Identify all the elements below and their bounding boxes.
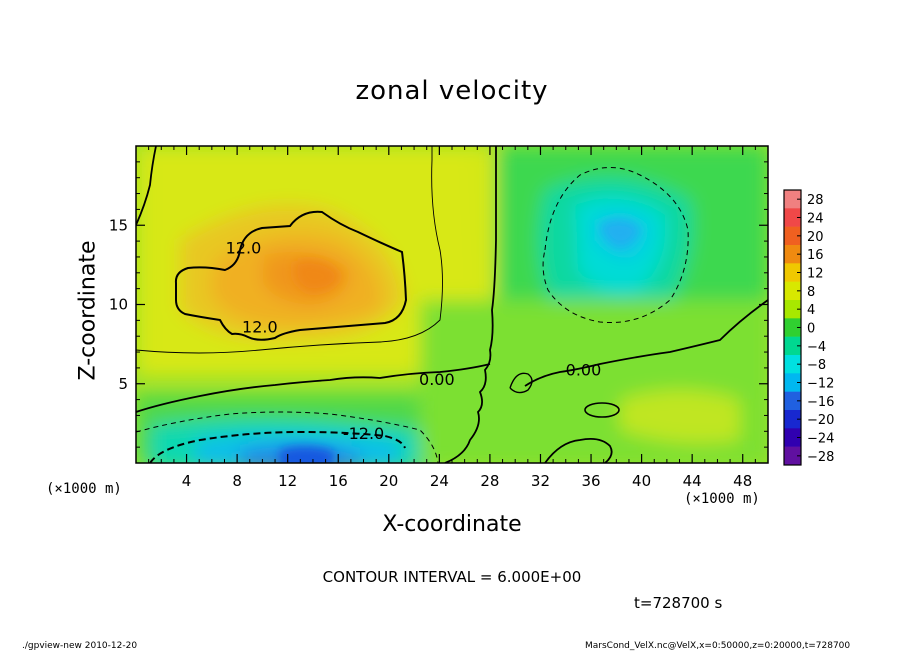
y-tick-label: 10: [109, 296, 128, 314]
colorbar-swatch: [784, 208, 801, 227]
contour-0-right: [524, 299, 768, 387]
colorbar-swatch: [784, 263, 801, 282]
y-tick-label: 15: [109, 216, 128, 234]
colorbar-swatch: [784, 336, 801, 356]
contour-0-left: [136, 363, 491, 413]
y-axis-label: Z-coordinate: [75, 240, 101, 381]
colorbar-label: −16: [807, 395, 834, 410]
colorbar-label: 0: [807, 322, 815, 337]
colorbar-swatch: [784, 318, 801, 337]
colorbar-label: 16: [807, 248, 824, 263]
x-axis-unit-left: (×1000 m): [46, 481, 122, 497]
contour-0-ring: [584, 402, 620, 418]
x-axis-unit-right: (×1000 m): [684, 491, 760, 507]
colorbar-label: 28: [807, 193, 824, 208]
x-tick-label: 36: [581, 472, 600, 490]
contour-0-upper-left: [136, 146, 157, 226]
contour-lines: [136, 146, 768, 463]
colorbar-label: −24: [807, 432, 834, 447]
y-axis: 5 10 15: [109, 161, 768, 448]
colorbar-swatch: [784, 446, 801, 466]
x-tick-label: 8: [232, 472, 242, 490]
contour-label: -12.0: [343, 424, 384, 443]
time-stamp: t=728700 s: [634, 594, 723, 612]
chart-title: zonal velocity: [355, 76, 549, 106]
colorbar-label: 20: [807, 230, 824, 245]
footer-source: MarsCond_VelX.nc@VelX,x=0:50000,z=0:2000…: [585, 641, 851, 651]
x-tick-label: 32: [531, 472, 550, 490]
contour-label: 0.00: [566, 360, 602, 379]
colorbar-label: −12: [807, 377, 834, 392]
colorbar: 28 24 20 16 12 8 4 0 −4 −8 −12 −16 −20 −24 −28: [783, 189, 834, 466]
contour-label: 12.0: [226, 238, 262, 257]
colorbar-label: −28: [807, 450, 834, 465]
colorbar-label: −8: [807, 358, 826, 373]
contour-neg12-dashed: [149, 430, 406, 463]
x-tick-label: 48: [733, 472, 752, 490]
contour-neg6-dashed-right: [542, 167, 689, 324]
contour-labels: 12.0 12.0 0.00 0.00 -12.0: [226, 238, 602, 442]
x-tick-label: 16: [329, 472, 348, 490]
colorbar-swatch: [784, 355, 801, 374]
colorbar-swatch: [784, 281, 801, 301]
colorbar-swatch: [784, 190, 801, 209]
x-tick-label: 12: [278, 472, 297, 490]
contour-interval-text: CONTOUR INTERVAL = 6.000E+00: [322, 568, 582, 586]
colorbar-swatch: [784, 410, 801, 429]
contour-0-squiggle: [509, 372, 533, 394]
velocity-field: [136, 146, 768, 463]
contour-12-positive: [174, 210, 408, 341]
colorbar-swatch: [784, 391, 801, 411]
x-axis-label: X-coordinate: [382, 512, 522, 537]
contour-label: 0.00: [419, 370, 455, 389]
contour-0-center: [444, 146, 497, 463]
contour-label: 12.0: [242, 318, 278, 337]
footer-program: ./gpview-new 2010-12-20: [22, 641, 138, 651]
x-tick-label: 4: [182, 472, 192, 490]
x-tick-label: 24: [430, 472, 449, 490]
colorbar-swatch: [784, 245, 801, 264]
x-tick-label: 44: [683, 472, 702, 490]
colorbar-label: 12: [807, 267, 824, 282]
contour-neg6-dashed-left: [136, 411, 439, 463]
colorbar-label: −4: [807, 340, 826, 355]
colorbar-label: −20: [807, 413, 834, 428]
colorbar-swatch: [784, 226, 801, 246]
colorbar-label: 8: [807, 285, 815, 300]
y-tick-label: 5: [118, 375, 128, 393]
colorbar-label: 24: [807, 212, 824, 227]
colorbar-label: 4: [807, 303, 815, 318]
colorbar-swatch: [784, 373, 801, 392]
x-tick-label: 40: [632, 472, 651, 490]
colorbar-swatch: [784, 300, 801, 319]
colorbar-swatch: [784, 428, 801, 447]
x-axis: 4 8 12 16 20 24 28 32 36 40 44 48: [148, 146, 756, 490]
x-tick-label: 20: [379, 472, 398, 490]
contour-0-lower-right: [544, 437, 613, 463]
x-tick-label: 28: [480, 472, 499, 490]
contour-6-thin: [136, 146, 443, 354]
